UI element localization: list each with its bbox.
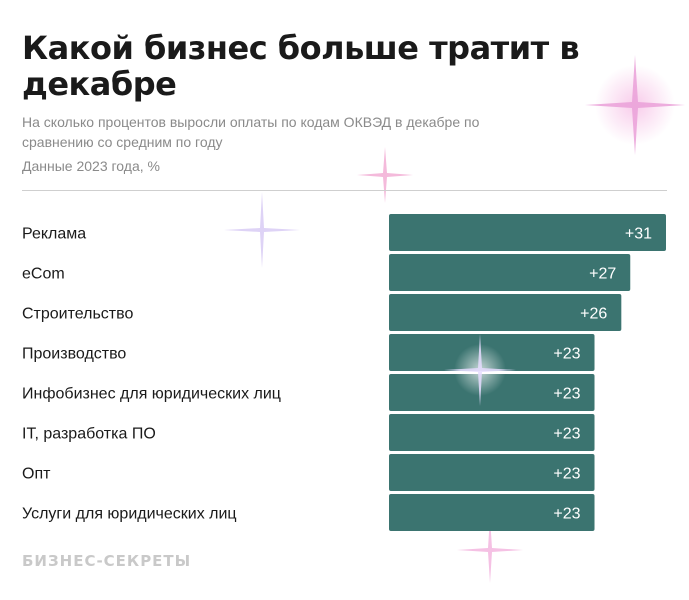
brand-logo: БИЗНЕС-СЕКРЕТЫ (22, 552, 192, 570)
bar (389, 494, 595, 531)
bar (389, 414, 595, 451)
value-label: +31 (625, 226, 652, 243)
value-label: +23 (553, 346, 580, 363)
value-label: +23 (553, 426, 580, 443)
category-label: Услуги для юридических лиц (22, 506, 237, 523)
data-note: Данные 2023 года, % (22, 158, 160, 174)
value-label: +23 (553, 386, 580, 403)
category-label: eCom (22, 266, 65, 283)
category-label: Строительство (22, 306, 133, 323)
category-label: IT, разработка ПО (22, 426, 156, 443)
category-label: Производство (22, 346, 126, 363)
value-label: +27 (589, 266, 616, 283)
category-label: Опт (22, 466, 51, 483)
bar (389, 254, 631, 291)
value-label: +23 (553, 466, 580, 483)
bar (389, 294, 622, 331)
chart-subtitle: На сколько процентов выросли оплаты по к… (22, 114, 480, 150)
value-label: +23 (553, 506, 580, 523)
bar (389, 454, 595, 491)
category-label: Реклама (22, 226, 86, 243)
bar (389, 214, 666, 251)
divider (22, 190, 667, 191)
value-label: +26 (580, 306, 607, 323)
chart-title: Какой бизнес больше тратит в декабре (22, 29, 580, 103)
category-label: Инфобизнес для юридических лиц (22, 386, 281, 403)
